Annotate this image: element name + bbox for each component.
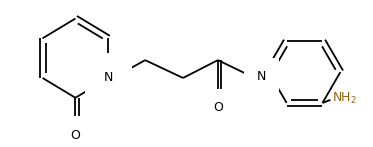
Text: N: N xyxy=(104,71,113,85)
Text: H: H xyxy=(248,62,257,76)
Text: N: N xyxy=(257,70,266,83)
Text: NH$_2$: NH$_2$ xyxy=(332,91,357,106)
Text: O: O xyxy=(213,101,223,114)
Text: O: O xyxy=(70,129,80,142)
